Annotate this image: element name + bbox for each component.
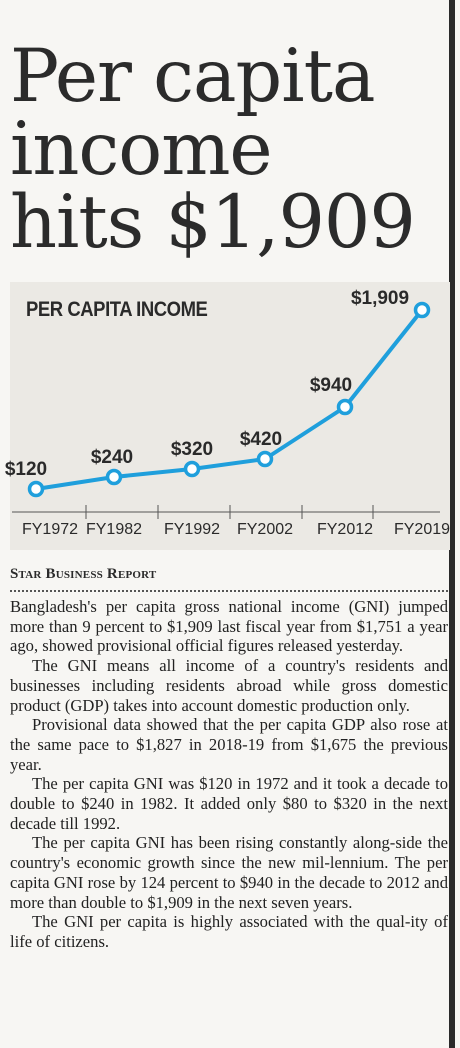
dotted-divider <box>10 590 448 592</box>
data-point <box>183 460 201 478</box>
data-point <box>27 480 45 498</box>
headline: Per capita income hits $1,909 <box>10 40 442 259</box>
x-tick-label: FY1992 <box>164 521 220 538</box>
paragraph-6: The GNI per capita is highly associated … <box>10 912 448 951</box>
article-body: Bangladesh's per capita gross national i… <box>10 597 448 952</box>
paragraph-2: The GNI means all income of a country's … <box>10 656 448 715</box>
data-label: $940 <box>310 375 352 396</box>
x-tick-label: FY1972 <box>22 521 78 538</box>
x-tick-label: FY2012 <box>317 521 373 538</box>
paragraph-1: Bangladesh's per capita gross national i… <box>10 597 448 656</box>
data-point <box>105 468 123 486</box>
data-point <box>336 398 354 416</box>
column-rule <box>449 0 455 1048</box>
headline-line-3: hits $1,909 <box>10 180 416 265</box>
data-label: $240 <box>91 447 133 468</box>
series-line <box>35 308 424 491</box>
x-tick-label: FY2019 <box>394 521 450 538</box>
paragraph-4: The per capita GNI was $120 in 1972 and … <box>10 774 448 833</box>
byline: Star Business Report <box>10 566 157 582</box>
x-tick-label: FY1982 <box>86 521 142 538</box>
paragraph-5: The per capita GNI has been rising const… <box>10 833 448 912</box>
x-tick-label: FY2002 <box>237 521 293 538</box>
data-point <box>413 301 431 319</box>
data-label: $1,909 <box>351 288 409 309</box>
data-label: $120 <box>5 459 47 480</box>
paragraph-3: Provisional data showed that the per cap… <box>10 715 448 774</box>
data-point <box>256 450 274 468</box>
headline-line-2: income <box>10 107 273 192</box>
per-capita-income-chart: $120 FY1972 $240 FY1982 $320 FY1992 $420 FY2002… <box>5 288 450 538</box>
headline-line-1: Per capita <box>10 34 375 119</box>
data-label: $420 <box>240 429 282 450</box>
chart-title: PER CAPITA INCOME <box>26 298 208 321</box>
data-label: $320 <box>171 439 213 460</box>
